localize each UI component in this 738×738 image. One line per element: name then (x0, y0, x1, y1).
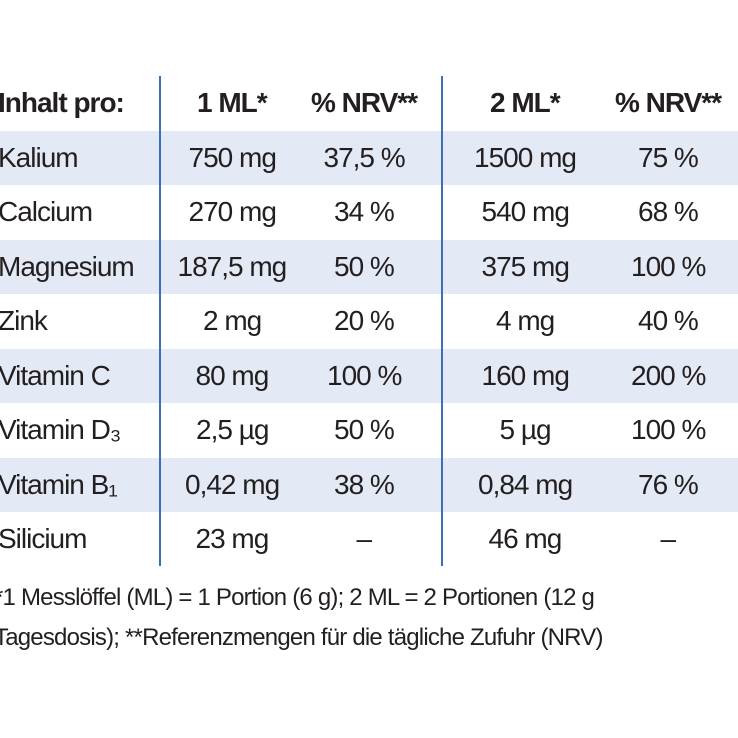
header-cell: 2 ML* (490, 87, 561, 118)
table-cell: 0,42 mg (185, 468, 280, 500)
table-cell: 46 mg (488, 523, 563, 554)
header-cell: Inhalt pro: (0, 87, 125, 118)
row-label: Calcium (0, 196, 93, 227)
row-background (0, 348, 738, 403)
table-cell: 20 % (334, 305, 395, 336)
footnote: *1 Messlöffel (ML) = 1 Portion (6 g); 2 … (0, 584, 595, 611)
table-cell: 80 mg (195, 359, 270, 391)
table-cell: 540 mg (481, 196, 570, 227)
column-divider (441, 76, 443, 566)
row-label: Silicium (0, 523, 87, 554)
table-cell: 37,5 % (323, 141, 406, 173)
table-cell: 100 % (631, 414, 706, 445)
table-cell: 750 mg (188, 141, 277, 173)
table-cell: 375 mg (481, 250, 570, 282)
row-background (0, 457, 738, 512)
header-cell: % NRV** (615, 87, 722, 118)
table-cell: 4 mg (496, 305, 555, 336)
table-cell: 270 mg (188, 196, 277, 227)
table-cell: 50 % (334, 414, 395, 445)
table-cell: 34 % (334, 196, 395, 227)
header-cell: % NRV** (311, 87, 418, 118)
table-cell: 0,84 mg (478, 468, 573, 500)
table-cell: 2 mg (203, 305, 262, 336)
footnote: Tagesdosis); **Referenzmengen für die tä… (0, 624, 603, 651)
row-label: Zink (0, 305, 48, 336)
row-label: Magnesium (0, 250, 135, 282)
table-cell: 160 mg (481, 359, 570, 391)
table-cell: 2,5 µg (196, 414, 269, 445)
table-cell: 200 % (631, 359, 706, 391)
row-label: Kalium (0, 141, 79, 173)
table-cell: 23 mg (195, 523, 270, 554)
column-divider (159, 76, 161, 566)
header-cell: 1 ML* (197, 87, 268, 118)
row-background (0, 239, 738, 294)
table-cell: – (356, 523, 373, 554)
table-cell: 1500 mg (474, 141, 577, 173)
table-cell: 68 % (638, 196, 699, 227)
table-cell: 50 % (334, 250, 395, 282)
row-label: Vitamin D₃ (0, 414, 121, 445)
table-cell: – (660, 523, 677, 554)
row-label: Vitamin B₁ (0, 468, 118, 500)
table-cell: 76 % (638, 468, 699, 500)
row-background (0, 130, 738, 185)
table-cell: 75 % (638, 141, 699, 173)
table-cell: 187,5 mg (177, 250, 288, 282)
table-cell: 38 % (334, 468, 395, 500)
table-cell: 5 µg (499, 414, 552, 445)
table-cell: 100 % (631, 250, 706, 282)
row-label: Vitamin C (0, 359, 111, 391)
table-cell: 40 % (638, 305, 699, 336)
table-cell: 100 % (327, 359, 402, 391)
